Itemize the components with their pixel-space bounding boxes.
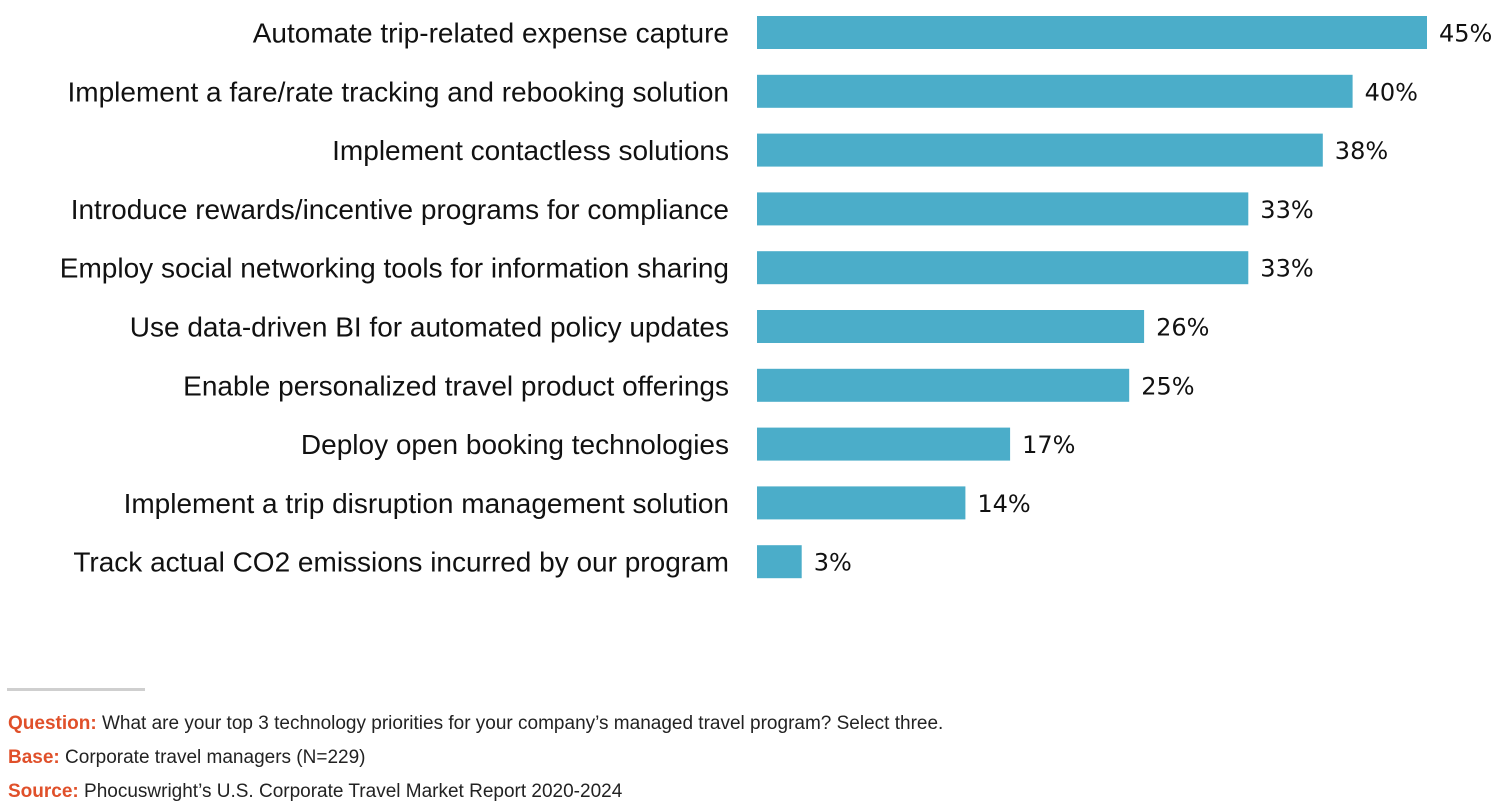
value-label: 14% [977, 490, 1030, 518]
category-label: Implement a trip disruption management s… [124, 488, 729, 519]
source-note: Source: Phocuswright’s U.S. Corporate Tr… [8, 775, 1488, 809]
value-label: 26% [1156, 314, 1209, 342]
category-label: Employ social networking tools for infor… [60, 253, 729, 284]
value-label: 17% [1022, 431, 1075, 459]
bar [757, 192, 1249, 226]
bar [757, 545, 802, 579]
source-text: Phocuswright’s U.S. Corporate Travel Mar… [84, 781, 623, 802]
value-label: 33% [1260, 255, 1313, 283]
bar [757, 368, 1130, 402]
bar [757, 133, 1323, 167]
category-label: Track actual CO2 emissions incurred by o… [73, 547, 729, 578]
category-label: Deploy open booking technologies [301, 429, 729, 460]
footer-divider [7, 688, 145, 691]
bar [757, 251, 1249, 285]
bar [757, 310, 1145, 343]
category-label: Implement contactless solutions [332, 135, 729, 166]
footer-notes: Question: What are your top 3 technology… [8, 707, 1488, 809]
category-label: Implement a fare/rate tracking and reboo… [68, 76, 730, 107]
value-label: 45% [1439, 20, 1492, 48]
bar [757, 74, 1353, 108]
base-text: Corporate travel managers (N=229) [65, 747, 366, 768]
source-key: Source: [8, 781, 79, 802]
question-text: What are your top 3 technology prioritie… [101, 713, 944, 734]
category-label: Introduce rewards/incentive programs for… [71, 194, 729, 225]
category-label: Enable personalized travel product offer… [183, 370, 729, 401]
bar [757, 427, 1011, 461]
category-label: Use data-driven BI for automated policy … [130, 312, 729, 343]
value-label: 25% [1141, 372, 1194, 400]
base-key: Base: [8, 747, 60, 768]
value-label: 38% [1335, 137, 1388, 165]
value-label: 33% [1260, 196, 1313, 224]
question-key: Question: [8, 713, 97, 734]
bar [757, 16, 1427, 49]
category-label: Automate trip-related expense capture [253, 18, 729, 49]
question-note: Question: What are your top 3 technology… [8, 707, 1488, 741]
bar-chart: Automate trip-related expense capture 45%… [60, 16, 1492, 579]
base-note: Base: Corporate travel managers (N=229) [8, 741, 1488, 775]
value-label: 3% [814, 549, 852, 577]
value-label: 40% [1365, 78, 1418, 106]
bar [757, 486, 966, 520]
